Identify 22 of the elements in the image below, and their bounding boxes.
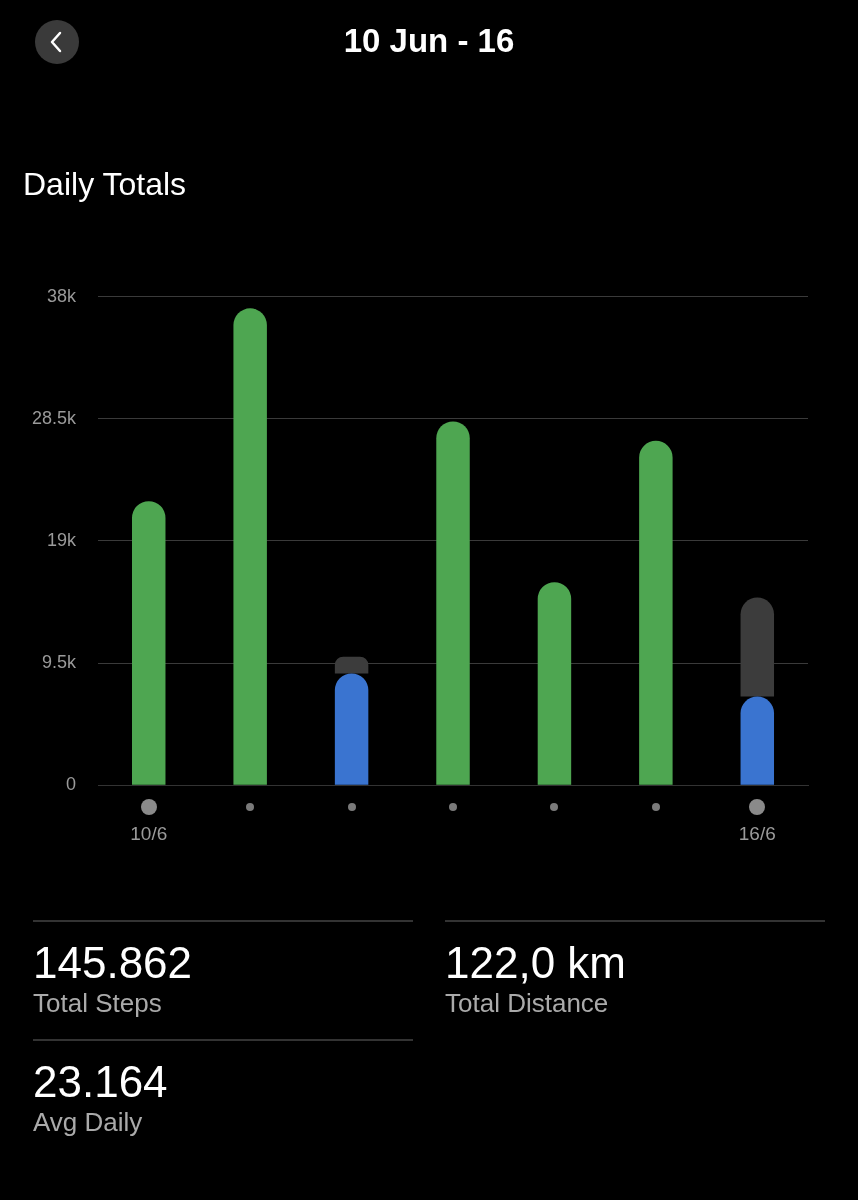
y-tick-label: 38k xyxy=(47,285,78,306)
text: 122,0 km xyxy=(445,938,627,988)
bar xyxy=(740,696,775,785)
text: Avg Daily xyxy=(33,1107,144,1138)
bar xyxy=(639,440,673,785)
bar xyxy=(537,582,572,785)
chart-title: 10 Jun - 16 xyxy=(342,22,516,60)
y-tick-label: 28.5k xyxy=(31,407,78,428)
bar xyxy=(233,308,267,785)
x-tick-label: 16/6 xyxy=(738,822,776,844)
x-tick-label: 10/6 xyxy=(130,822,168,844)
text: 145.862 xyxy=(33,938,194,988)
text: Total Distance xyxy=(445,988,610,1019)
bar xyxy=(436,421,470,785)
y-tick-label: 0 xyxy=(66,774,77,795)
y-tick-label: 9.5k xyxy=(42,652,78,673)
y-tick-label: 19k xyxy=(47,529,78,550)
text: 23.164 xyxy=(33,1057,169,1107)
bar xyxy=(132,501,166,785)
bar xyxy=(334,673,369,785)
text: Total Steps xyxy=(33,988,163,1019)
chart-subtitle: Daily Totals xyxy=(23,166,187,203)
